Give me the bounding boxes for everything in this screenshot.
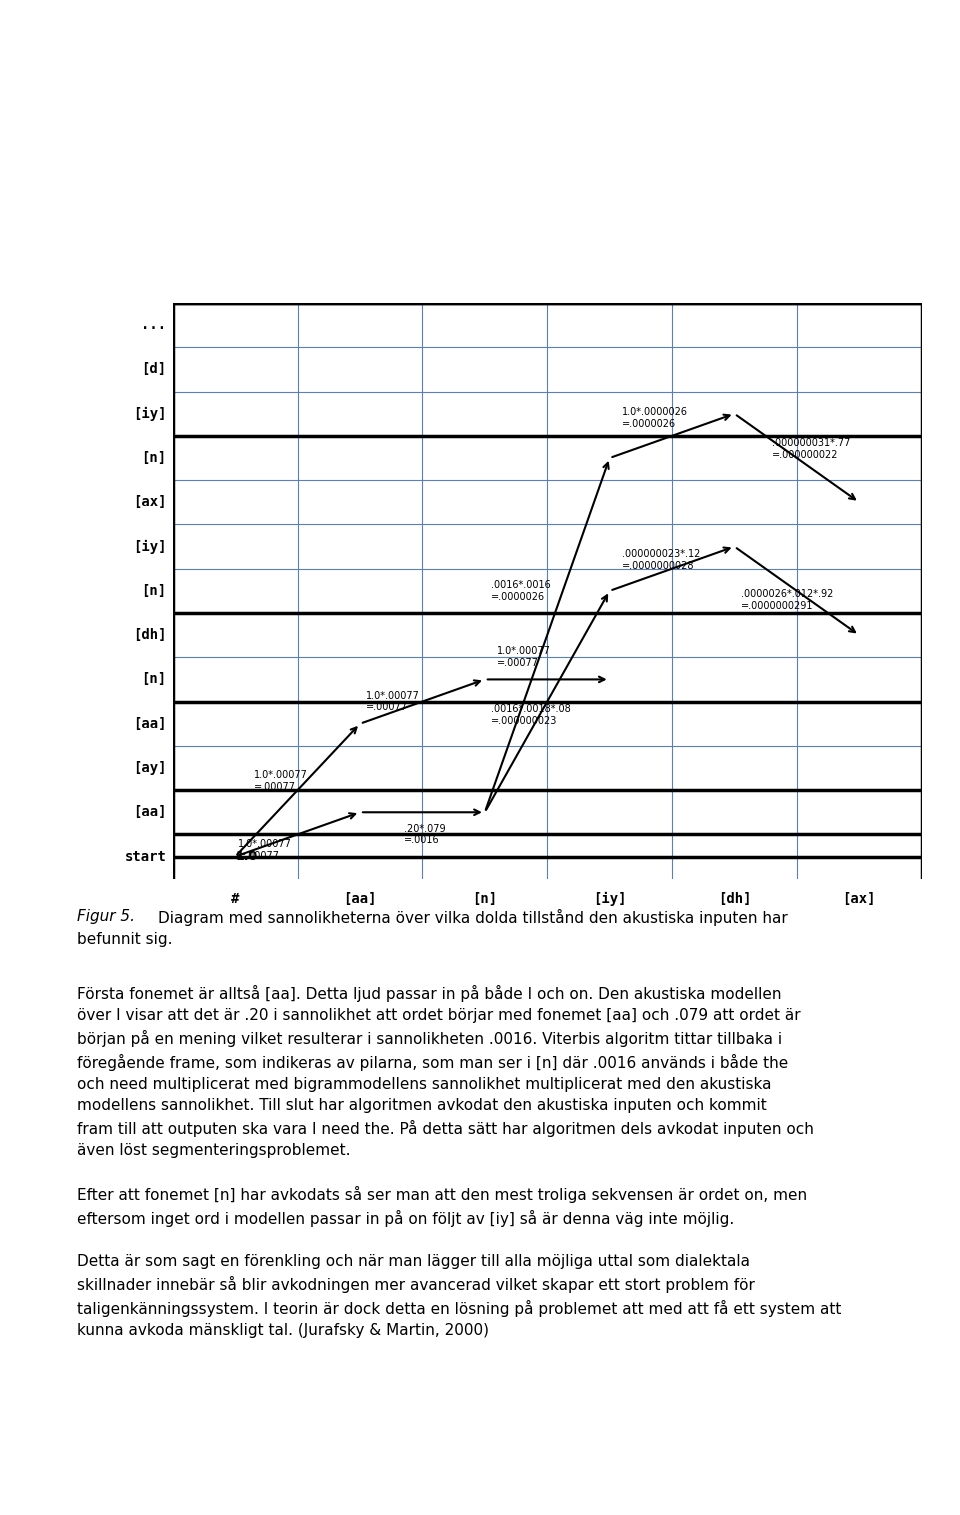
Text: [ay]: [ay] (133, 761, 167, 776)
Text: start: start (125, 850, 167, 864)
Text: .0016*.0018*.08
=.000000023: .0016*.0018*.08 =.000000023 (491, 704, 571, 726)
Text: .0016*.0016
=.0000026: .0016*.0016 =.0000026 (491, 580, 551, 601)
Text: [aa]: [aa] (133, 806, 167, 820)
Text: [n]: [n] (141, 673, 167, 686)
Text: .0000026*.012*.92
=.0000000291: .0000026*.012*.92 =.0000000291 (740, 589, 833, 611)
Text: befunnit sig.: befunnit sig. (77, 932, 172, 947)
Text: [aa]: [aa] (344, 892, 376, 906)
Text: [ax]: [ax] (843, 892, 876, 906)
Text: 1.0*.0000026
=.0000026: 1.0*.0000026 =.0000026 (622, 408, 688, 429)
Text: [iy]: [iy] (133, 406, 167, 421)
Text: 1.0*.00077
=.00077: 1.0*.00077 =.00077 (497, 647, 551, 668)
Text: [d]: [d] (141, 362, 167, 376)
Text: [n]: [n] (141, 451, 167, 465)
Text: Figur 5.: Figur 5. (77, 909, 134, 924)
Text: 1.0: 1.0 (235, 850, 257, 864)
Text: [dh]: [dh] (133, 629, 167, 642)
Text: [iy]: [iy] (593, 892, 626, 906)
Text: Första fonemet är alltså [aa]. Detta ljud passar in på både ⁡I⁡ och ⁡on⁡. Den ak: Första fonemet är alltså [aa]. Detta lju… (77, 985, 841, 1338)
Text: [ax]: [ax] (133, 495, 167, 509)
Text: .000000023*.12
=.0000000028: .000000023*.12 =.0000000028 (622, 548, 701, 571)
Text: [iy]: [iy] (133, 539, 167, 553)
Text: [n]: [n] (141, 583, 167, 598)
Text: 1.0*.00077
=.00077: 1.0*.00077 =.00077 (253, 771, 308, 792)
Text: .000000031*.77
=.000000022: .000000031*.77 =.000000022 (772, 438, 851, 461)
Text: Diagram med sannolikheterna över vilka dolda tillstånd den akustiska inputen har: Diagram med sannolikheterna över vilka d… (158, 909, 788, 926)
Text: #: # (231, 892, 239, 906)
Text: [n]: [n] (472, 892, 497, 906)
Text: 1.0*.00077
=.00077: 1.0*.00077 =.00077 (367, 691, 420, 712)
Text: ...: ... (141, 318, 167, 332)
Text: 1.0*.00077
=.00077: 1.0*.00077 =.00077 (238, 839, 292, 861)
Text: [aa]: [aa] (133, 717, 167, 730)
Text: .20*.079
=.0016: .20*.079 =.0016 (403, 824, 445, 845)
Text: [dh]: [dh] (718, 892, 751, 906)
